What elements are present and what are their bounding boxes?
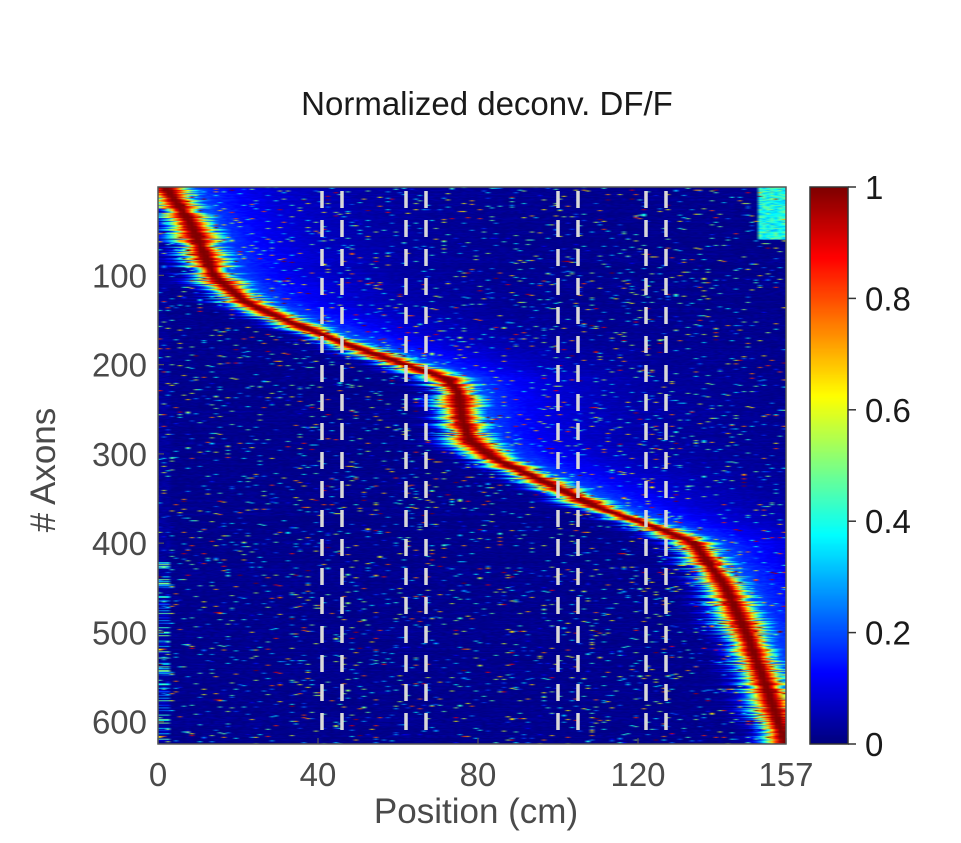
colorbar-tick-label: 0.8 [865,280,911,317]
colorbar-frame [809,186,849,745]
colorbar-axis: 0 0.2 0.4 0.6 0.8 1 [848,169,911,763]
colorbar-tick-label: 0.4 [865,503,911,540]
y-axis: 100 200 300 400 500 600 [92,257,164,741]
x-tick-label: 0 [149,756,167,793]
y-tick-label: 500 [92,614,147,651]
y-tick-label: 100 [92,257,147,294]
x-axis-label: Position (cm) [374,792,578,831]
y-tick-label: 400 [92,525,147,562]
x-tick-label: 80 [460,756,497,793]
x-axis: 0 40 80 120 157 [149,738,814,793]
y-tick-label: 200 [92,347,147,384]
y-tick-label: 600 [92,704,147,741]
colorbar-tick-label: 0.2 [865,615,911,652]
chart-title: Normalized deconv. DF/F [301,85,673,122]
x-tick-label: 120 [610,756,665,793]
colorbar-tick-label: 1 [865,169,883,206]
y-axis-label: # Axons [24,408,63,533]
colorbar-tick-label: 0.6 [865,392,911,429]
dashed-line-group [320,191,668,740]
colorbar-tick-label: 0 [865,726,883,763]
x-tick-label: 157 [758,756,813,793]
x-tick-label: 40 [300,756,337,793]
plot-frame [157,186,787,745]
y-tick-label: 300 [92,436,147,473]
heatmap-image [158,187,786,744]
colorbar-gradient [810,187,848,744]
